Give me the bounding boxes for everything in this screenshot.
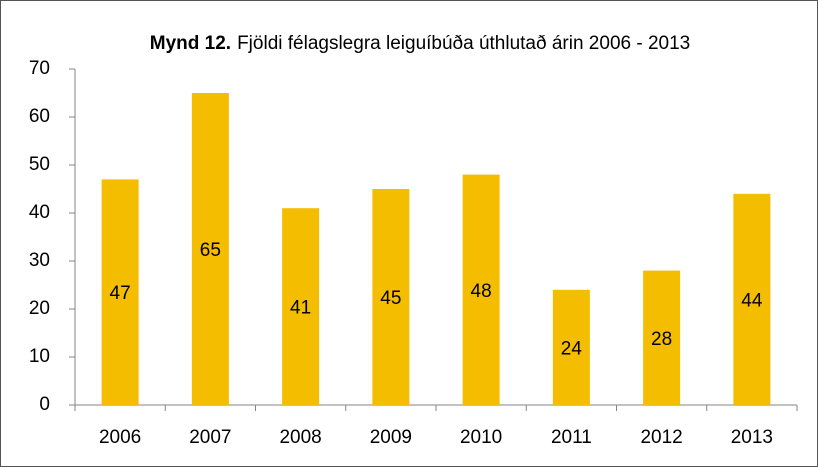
bar — [733, 193, 771, 405]
bar — [462, 174, 500, 405]
bar — [643, 270, 681, 405]
y-tick-label: 50 — [29, 154, 50, 175]
x-tick-label: 2006 — [99, 427, 141, 448]
x-tick-label: 2013 — [731, 427, 773, 448]
title-label: Mynd 12. — [150, 33, 231, 54]
x-tick-label: 2012 — [640, 427, 682, 448]
y-tick-label: 10 — [29, 346, 50, 367]
y-tick-label: 30 — [29, 250, 50, 271]
y-tick-label: 70 — [29, 58, 50, 79]
title-text: Fjöldi félagslegra leiguíbúða úthlutað á… — [237, 33, 690, 54]
chart-title: Mynd 12. Fjöldi félagslegra leiguíbúða út… — [150, 33, 690, 54]
x-tick-label: 2007 — [189, 427, 231, 448]
data-label: 24 — [561, 338, 583, 359]
data-label: 47 — [110, 283, 131, 304]
x-tick-label: 2008 — [279, 427, 321, 448]
bar — [552, 289, 590, 405]
bar — [372, 189, 410, 405]
x-tick-label: 2009 — [370, 427, 412, 448]
y-tick-label: 40 — [29, 202, 50, 223]
bar — [282, 208, 320, 405]
data-label: 28 — [651, 329, 672, 350]
y-tick-label: 0 — [39, 394, 50, 415]
y-tick-label: 20 — [29, 298, 50, 319]
data-label: 48 — [471, 281, 492, 302]
data-label: 41 — [290, 298, 311, 319]
bar — [191, 93, 229, 405]
data-label: 44 — [741, 290, 763, 311]
x-tick-label: 2011 — [551, 427, 592, 448]
y-tick-label: 60 — [29, 106, 50, 127]
data-label: 45 — [380, 288, 401, 309]
bar — [101, 179, 139, 405]
data-label: 65 — [200, 240, 221, 261]
x-tick-label: 2010 — [460, 427, 502, 448]
